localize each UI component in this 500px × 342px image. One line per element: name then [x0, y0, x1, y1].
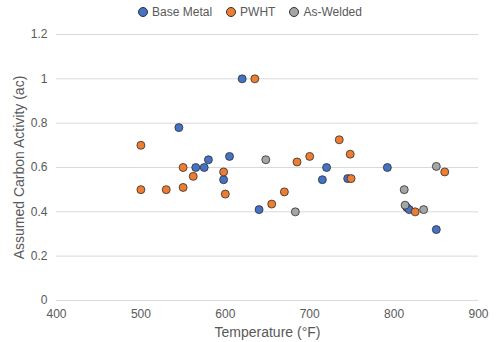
svg-text:0.4: 0.4 — [31, 205, 48, 219]
svg-text:Temperature (°F): Temperature (°F) — [215, 324, 321, 340]
svg-text:800: 800 — [384, 307, 404, 321]
svg-text:0: 0 — [41, 293, 48, 307]
html-text:As-Welded: As-Welded — [303, 5, 362, 19]
svg-text:0.8: 0.8 — [31, 116, 48, 130]
html-text:Base Metal: Base Metal — [152, 5, 213, 19]
svg-text:700: 700 — [300, 307, 320, 321]
svg-text:0.6: 0.6 — [31, 160, 48, 174]
svg-text:1: 1 — [41, 72, 48, 86]
svg-text:400: 400 — [46, 307, 66, 321]
svg-text:Assumed Carbon Activity (ac): Assumed Carbon Activity (ac) — [11, 76, 27, 260]
html-text:PWHT: PWHT — [240, 5, 276, 19]
svg-text:900: 900 — [468, 307, 488, 321]
svg-text:600: 600 — [215, 307, 235, 321]
svg-text:0.2: 0.2 — [31, 249, 48, 263]
svg-text:1.2: 1.2 — [31, 27, 48, 41]
svg-text:500: 500 — [131, 307, 151, 321]
